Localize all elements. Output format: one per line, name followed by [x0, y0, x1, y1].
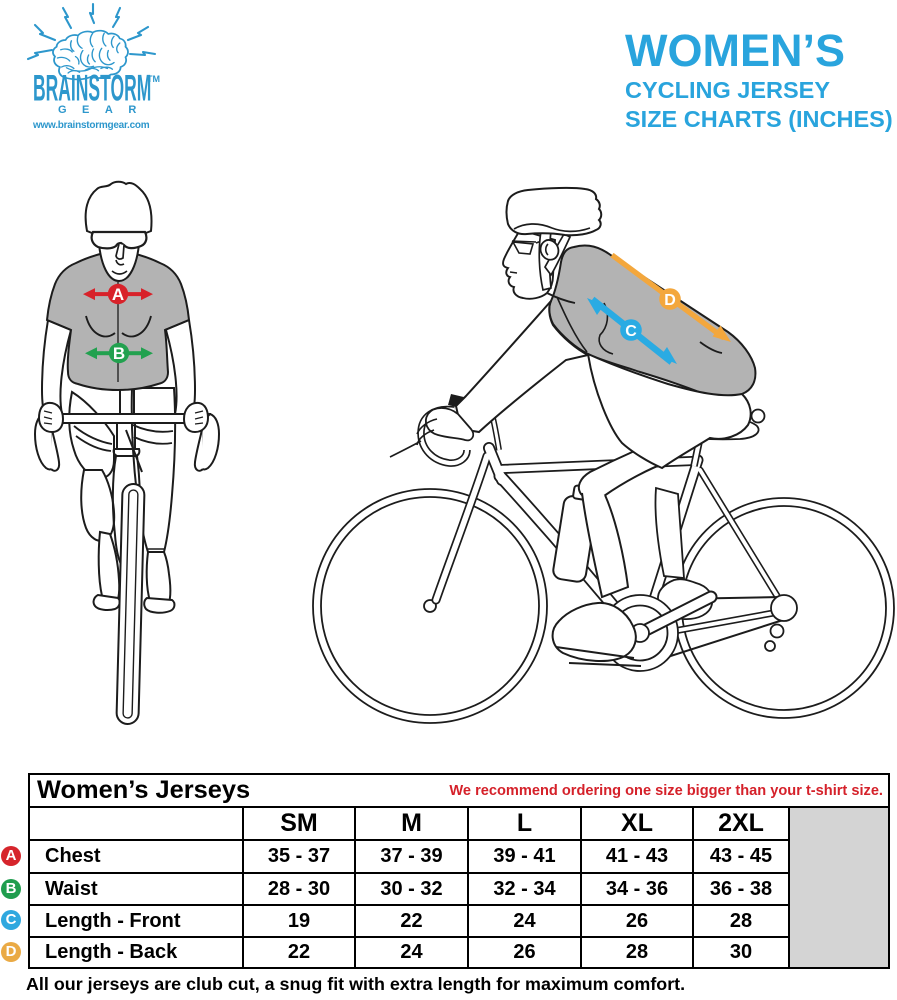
svg-text:B: B [113, 344, 125, 363]
svg-text:D: D [664, 292, 676, 309]
svg-text:A: A [112, 285, 124, 304]
svg-text:C: C [625, 323, 637, 340]
